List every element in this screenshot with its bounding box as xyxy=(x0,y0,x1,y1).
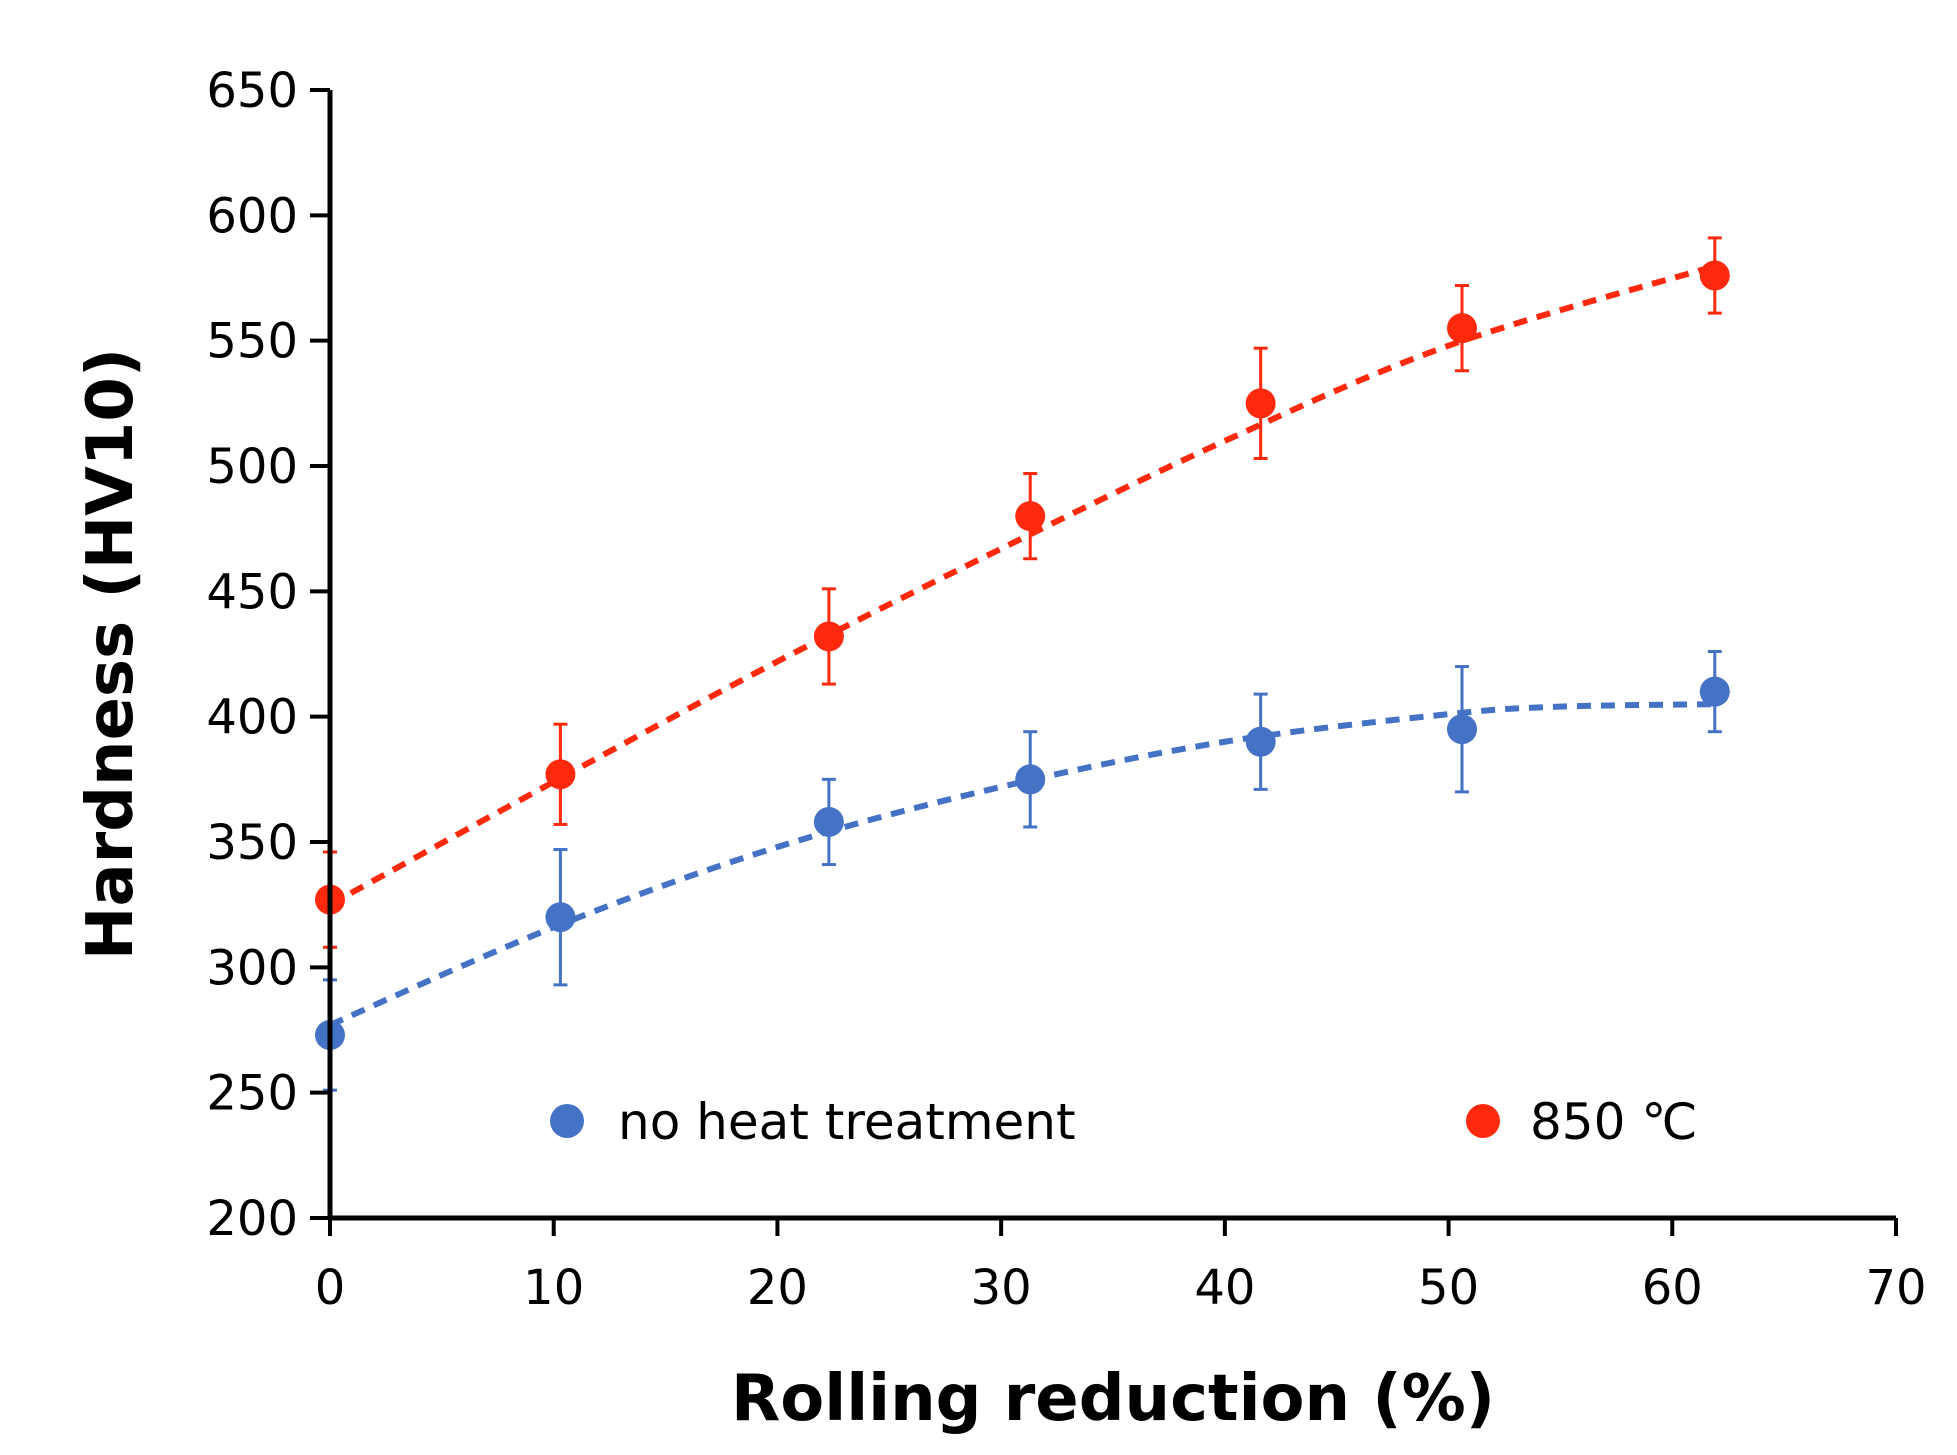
legend-marker-850c xyxy=(1466,1104,1500,1138)
data-point-850c xyxy=(545,759,576,790)
ticks: 200 250 300 350 400 450 500 550 600 650 0 10 20 30 40 5… xyxy=(206,63,1926,1316)
y-tick-label: 400 xyxy=(206,690,298,746)
y-tick-label: 650 xyxy=(206,63,298,119)
legend-label-no-heat-treatment: no heat treatment xyxy=(618,1093,1076,1151)
y-tick-label: 450 xyxy=(206,564,298,620)
data-point-850c xyxy=(1446,313,1477,344)
y-tick-label: 600 xyxy=(206,188,298,244)
data-point-850c xyxy=(1699,260,1730,291)
y-tick-label: 250 xyxy=(206,1066,298,1122)
data-point-no-heat-treatment xyxy=(1446,714,1477,745)
x-tick-label: 0 xyxy=(315,1260,346,1316)
x-tick-label: 20 xyxy=(747,1260,808,1316)
data-point-850c xyxy=(1245,388,1276,419)
x-tick-label: 30 xyxy=(971,1260,1032,1316)
trendline-no-heat-treatment xyxy=(328,701,1718,1028)
data-point-no-heat-treatment xyxy=(545,902,576,933)
x-axis-title: Rolling reduction (%) xyxy=(731,1362,1495,1436)
data-point-no-heat-treatment xyxy=(1015,764,1046,795)
plot-area xyxy=(315,236,1730,1092)
y-tick-label: 200 xyxy=(206,1191,298,1247)
y-tick-label: 300 xyxy=(206,940,298,996)
y-tick-label: 500 xyxy=(206,439,298,495)
x-tick-label: 60 xyxy=(1642,1260,1703,1316)
legend-label-850c: 850 ℃ xyxy=(1530,1093,1697,1151)
data-point-850c xyxy=(813,621,844,652)
trendline-850c xyxy=(328,262,1718,908)
data-point-850c xyxy=(1015,501,1046,532)
legend: no heat treatment 850 ℃ xyxy=(550,1093,1697,1151)
legend-marker-no-heat-treatment xyxy=(550,1104,584,1138)
y-tick-label: 550 xyxy=(206,314,298,370)
y-tick-label: 350 xyxy=(206,815,298,871)
x-tick-label: 40 xyxy=(1194,1260,1255,1316)
data-point-no-heat-treatment xyxy=(1699,676,1730,707)
data-point-no-heat-treatment xyxy=(1245,726,1276,757)
y-axis-title: Hardness (HV10) xyxy=(74,348,148,960)
axes xyxy=(327,90,1896,1221)
x-tick-label: 50 xyxy=(1418,1260,1479,1316)
x-tick-label: 70 xyxy=(1865,1260,1926,1316)
x-tick-label: 10 xyxy=(523,1260,584,1316)
data-point-no-heat-treatment xyxy=(813,806,844,837)
